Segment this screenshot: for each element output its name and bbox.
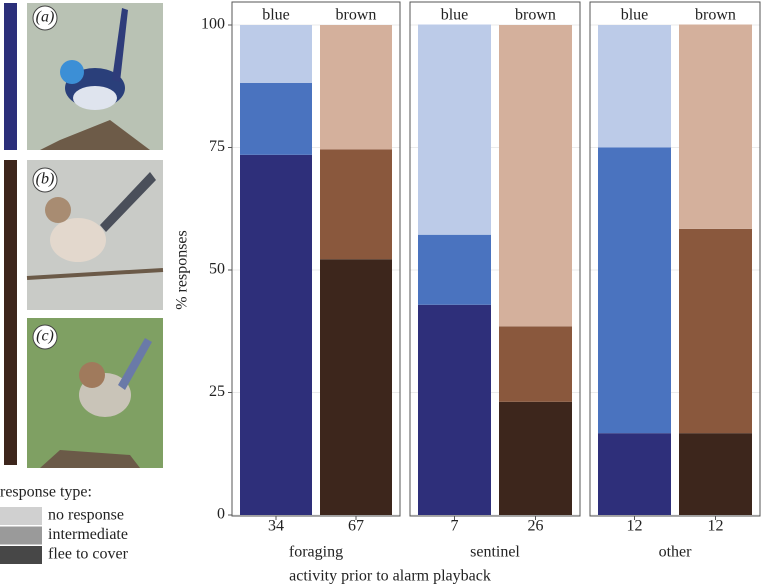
legend-title: response type: [0,484,92,501]
bar-segment [598,25,671,148]
bar-segment [499,326,572,402]
bar-segment [598,147,671,434]
photo-label: (c) [36,328,54,345]
bar-segment [679,24,752,229]
bar-segment [320,259,392,515]
bar-segment [320,149,392,260]
photo: (c) [27,318,163,468]
y-tick-label: 100 [201,16,225,33]
y-tick-label: 25 [209,383,225,400]
sample-size: 67 [348,518,364,535]
bar-segment [499,25,572,327]
bar-segment [418,304,491,515]
strip-label: brown [695,7,736,24]
y-tick-label: 75 [209,138,225,155]
y-axis-label: % responses [174,230,191,310]
facet-label: other [659,544,693,561]
y-tick-label: 0 [217,506,225,523]
bar-segment [499,401,572,515]
strip-label: blue [441,7,469,24]
legend-swatch [0,526,42,545]
legend-swatch [0,507,42,525]
sample-size: 12 [708,518,724,535]
photo: (b) [26,160,164,310]
bar-segment [598,433,671,515]
facet-label: foraging [289,544,343,561]
group-bar-blue [4,3,17,150]
legend-label: intermediate [48,526,128,543]
photo-label: (a) [36,9,55,26]
legend-label: flee to cover [48,546,129,563]
x-axis-label: activity prior to alarm playback [289,568,491,585]
legend-swatch [0,546,42,564]
group-bar-brown [4,160,17,465]
bar-segment [240,25,312,83]
bar-segment [679,433,752,515]
y-tick-label: 50 [209,261,225,278]
panel-border [589,1,761,517]
bar-segment [418,234,491,305]
photo: (a) [27,3,163,150]
strip-label: brown [515,7,556,24]
strip-label: blue [262,7,290,24]
panel-border [231,1,401,517]
facet-label: sentinel [470,544,520,561]
panel-border [409,1,581,517]
bar-segment [320,25,392,150]
photo-label: (b) [36,171,55,188]
bar-segment [240,82,312,155]
bar-segment [679,228,752,434]
sample-size: 26 [528,518,544,535]
bar-segment [240,154,312,515]
sample-size: 7 [451,518,459,535]
strip-label: blue [621,7,649,24]
sample-size: 12 [627,518,643,535]
sample-size: 34 [268,518,284,535]
legend-label: no response [48,507,124,524]
strip-label: brown [336,7,377,24]
bar-segment [418,24,491,235]
